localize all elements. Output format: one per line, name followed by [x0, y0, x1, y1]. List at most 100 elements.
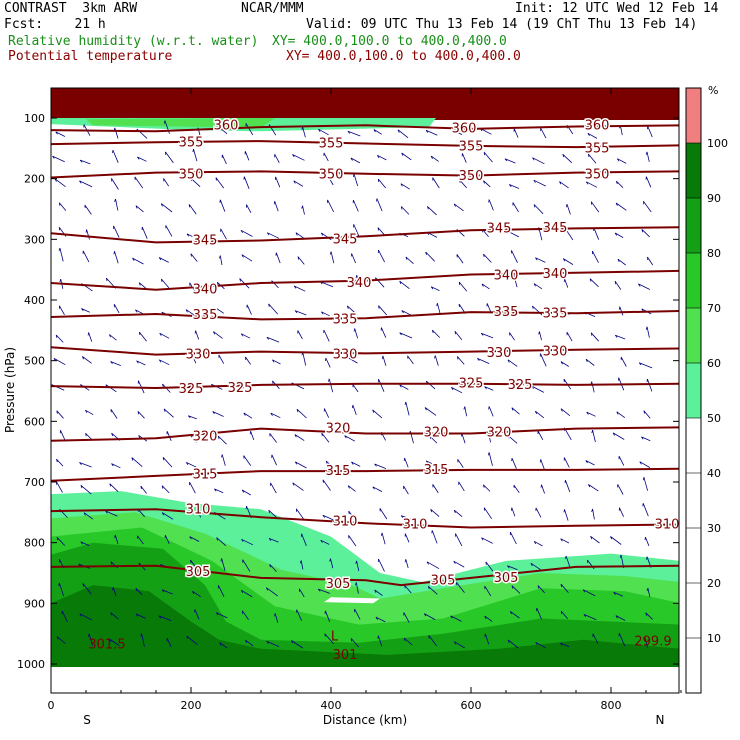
- y-tick-label: 500: [24, 355, 45, 368]
- wind-arrow: [590, 332, 599, 342]
- theta-contour-label: 330: [186, 348, 211, 363]
- wind-arrow: [454, 641, 465, 649]
- wind-arrow-head: [451, 387, 454, 391]
- wind-arrow: [481, 332, 494, 339]
- wind-arrow: [566, 204, 571, 215]
- wind-arrow: [618, 456, 625, 466]
- wind-arrow-head: [186, 635, 189, 639]
- wind-arrow-head: [140, 486, 142, 490]
- wind-arrow: [399, 384, 409, 390]
- wind-arrow: [322, 514, 334, 521]
- wind-arrow: [481, 283, 490, 290]
- wind-arrow: [302, 126, 306, 138]
- wind-arrow: [535, 641, 546, 649]
- wind-arrow: [192, 590, 201, 598]
- wind-arrow-head: [56, 537, 59, 541]
- wind-arrow-head: [105, 510, 108, 514]
- theta-contour-label: 355: [459, 140, 484, 155]
- wind-arrow: [507, 639, 519, 649]
- wind-arrow-head: [377, 635, 379, 639]
- theta-contour-label: 335: [193, 308, 218, 323]
- wind-arrow: [110, 409, 118, 419]
- wind-arrow: [137, 535, 144, 545]
- colorbar-swatch: [686, 308, 701, 363]
- wind-arrow-head: [484, 386, 487, 390]
- colorbar-tick-label: 100: [707, 137, 728, 150]
- wind-arrow: [158, 615, 172, 621]
- wind-arrow: [318, 128, 329, 136]
- wind-arrow: [113, 225, 120, 238]
- wind-arrow: [513, 484, 520, 494]
- wind-arrow-head: [425, 460, 429, 464]
- wind-arrow: [534, 540, 543, 547]
- wind-arrow: [540, 353, 547, 367]
- wind-arrow: [274, 154, 280, 163]
- wind-arrow-head: [535, 411, 537, 415]
- wind-arrow-head: [638, 362, 642, 366]
- wind-arrow: [376, 198, 383, 212]
- wind-arrow-head: [188, 415, 191, 419]
- wind-arrow: [242, 610, 249, 620]
- wind-arrow-head: [614, 232, 618, 236]
- y-tick-label: 700: [24, 476, 45, 489]
- wind-arrow-head: [270, 412, 273, 416]
- wind-arrow-head: [109, 638, 112, 642]
- wind-arrow-head: [79, 462, 82, 466]
- wind-arrow-head: [533, 283, 536, 287]
- wind-arrow: [510, 531, 517, 545]
- colorbar-frame: [685, 87, 702, 694]
- wind-arrow: [56, 537, 65, 546]
- wind-arrow-head: [423, 613, 427, 617]
- wind-arrow-head: [538, 331, 540, 335]
- wind-arrow-head: [377, 179, 380, 183]
- wind-arrow: [378, 305, 388, 316]
- wind-arrow: [373, 129, 383, 135]
- wind-arrow: [352, 384, 359, 393]
- wind-arrow: [218, 354, 225, 364]
- wind-arrow-head: [295, 232, 298, 236]
- wind-arrow: [641, 229, 650, 238]
- wind-arrow: [617, 484, 624, 495]
- wind-arrow-head: [511, 407, 514, 411]
- wind-arrow: [507, 435, 518, 444]
- wind-arrow: [56, 458, 64, 467]
- wind-arrow: [272, 359, 281, 365]
- wind-arrow: [112, 149, 119, 163]
- wind-arrow: [292, 154, 305, 161]
- theta-contour-label: 320: [487, 425, 512, 440]
- wind-arrow: [404, 533, 410, 543]
- y-tick-label: 300: [24, 233, 45, 246]
- wind-arrow-head: [215, 612, 219, 616]
- wind-arrow-head: [162, 383, 164, 388]
- wind-arrow-head: [195, 505, 198, 509]
- wind-arrow-head: [397, 129, 400, 133]
- wind-arrow-head: [507, 359, 510, 363]
- wind-arrow: [507, 565, 518, 571]
- wind-arrow-head: [56, 459, 58, 463]
- wind-arrow: [266, 587, 278, 597]
- wind-arrow: [619, 507, 624, 517]
- wind-arrow: [268, 538, 279, 543]
- wind-arrow-head: [355, 275, 358, 279]
- wind-arrow-head: [137, 156, 140, 160]
- theta-contour-label: 340: [543, 267, 568, 282]
- wind-arrow-head: [562, 258, 566, 262]
- wind-arrow: [456, 254, 464, 264]
- wind-arrow-head: [296, 409, 299, 413]
- wind-arrow: [115, 198, 119, 211]
- colorbar-swatch: [686, 363, 701, 418]
- wind-arrow-head: [588, 154, 590, 158]
- wind-arrow-head: [243, 412, 246, 416]
- theta-contour-label: 350: [319, 167, 344, 182]
- wind-arrow-head: [245, 640, 248, 644]
- wind-arrow: [344, 435, 356, 442]
- wind-arrow: [645, 176, 652, 188]
- wind-arrow: [533, 204, 544, 215]
- wind-arrow-head: [186, 233, 190, 237]
- wind-arrow: [165, 151, 174, 164]
- wind-arrow-head: [381, 355, 384, 359]
- wind-arrow: [432, 484, 439, 494]
- wind-arrow-head: [135, 613, 139, 617]
- wind-arrow: [641, 436, 651, 442]
- wind-arrow: [592, 633, 599, 644]
